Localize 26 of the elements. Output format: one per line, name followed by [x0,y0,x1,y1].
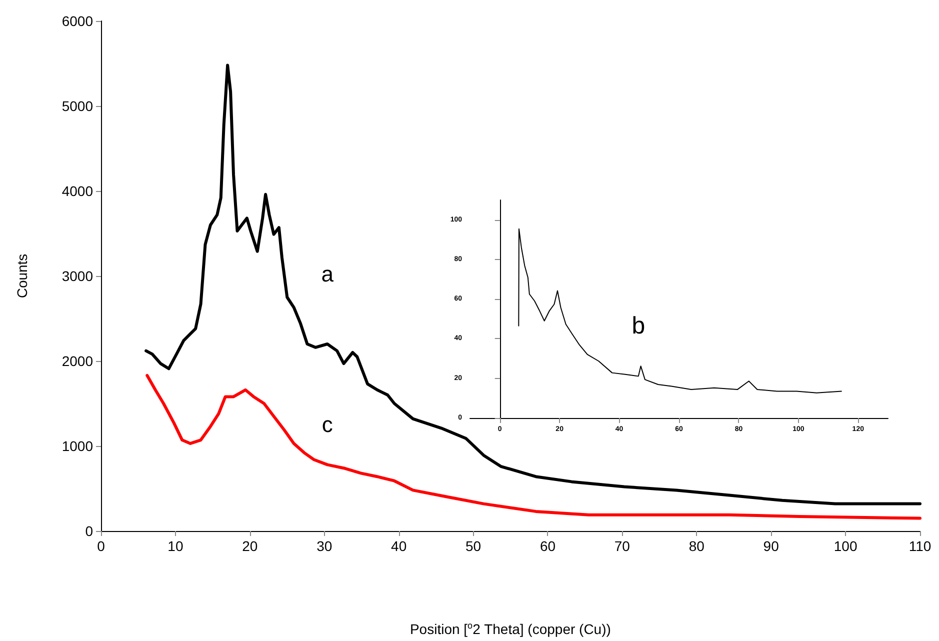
x-tick-label: 0 [97,538,106,554]
y-tick-label: 0 [85,523,94,539]
x-tick-label: 100 [834,538,858,554]
y-tick-label: 1000 [62,438,94,454]
line-series [144,64,922,506]
x-tick-label: 20 [242,538,258,554]
y-tick-label: 5000 [62,98,94,114]
line-series [518,228,842,394]
x-tick-label: 50 [465,538,482,554]
x-tick-label: 110 [908,538,932,554]
x-tick-label: 10 [168,538,184,554]
x-tick-label: 60 [540,538,556,554]
x-tick-label: 70 [614,538,630,554]
x-tick-label: 30 [316,538,332,554]
series-label: c [322,412,333,438]
x-tick-label: 90 [763,538,780,554]
y-tick-label: 3000 [62,268,94,284]
y-tick-label: 6000 [62,13,94,29]
series-label: a [321,262,334,286]
y-axis-title: Counts [14,254,30,298]
line-series [146,374,922,520]
x-tick-label: 40 [391,538,407,554]
series-label: b [632,312,646,340]
x-tick-label: 80 [688,538,705,554]
y-tick-label: 2000 [62,353,94,369]
y-tick-label: 4000 [62,183,94,199]
